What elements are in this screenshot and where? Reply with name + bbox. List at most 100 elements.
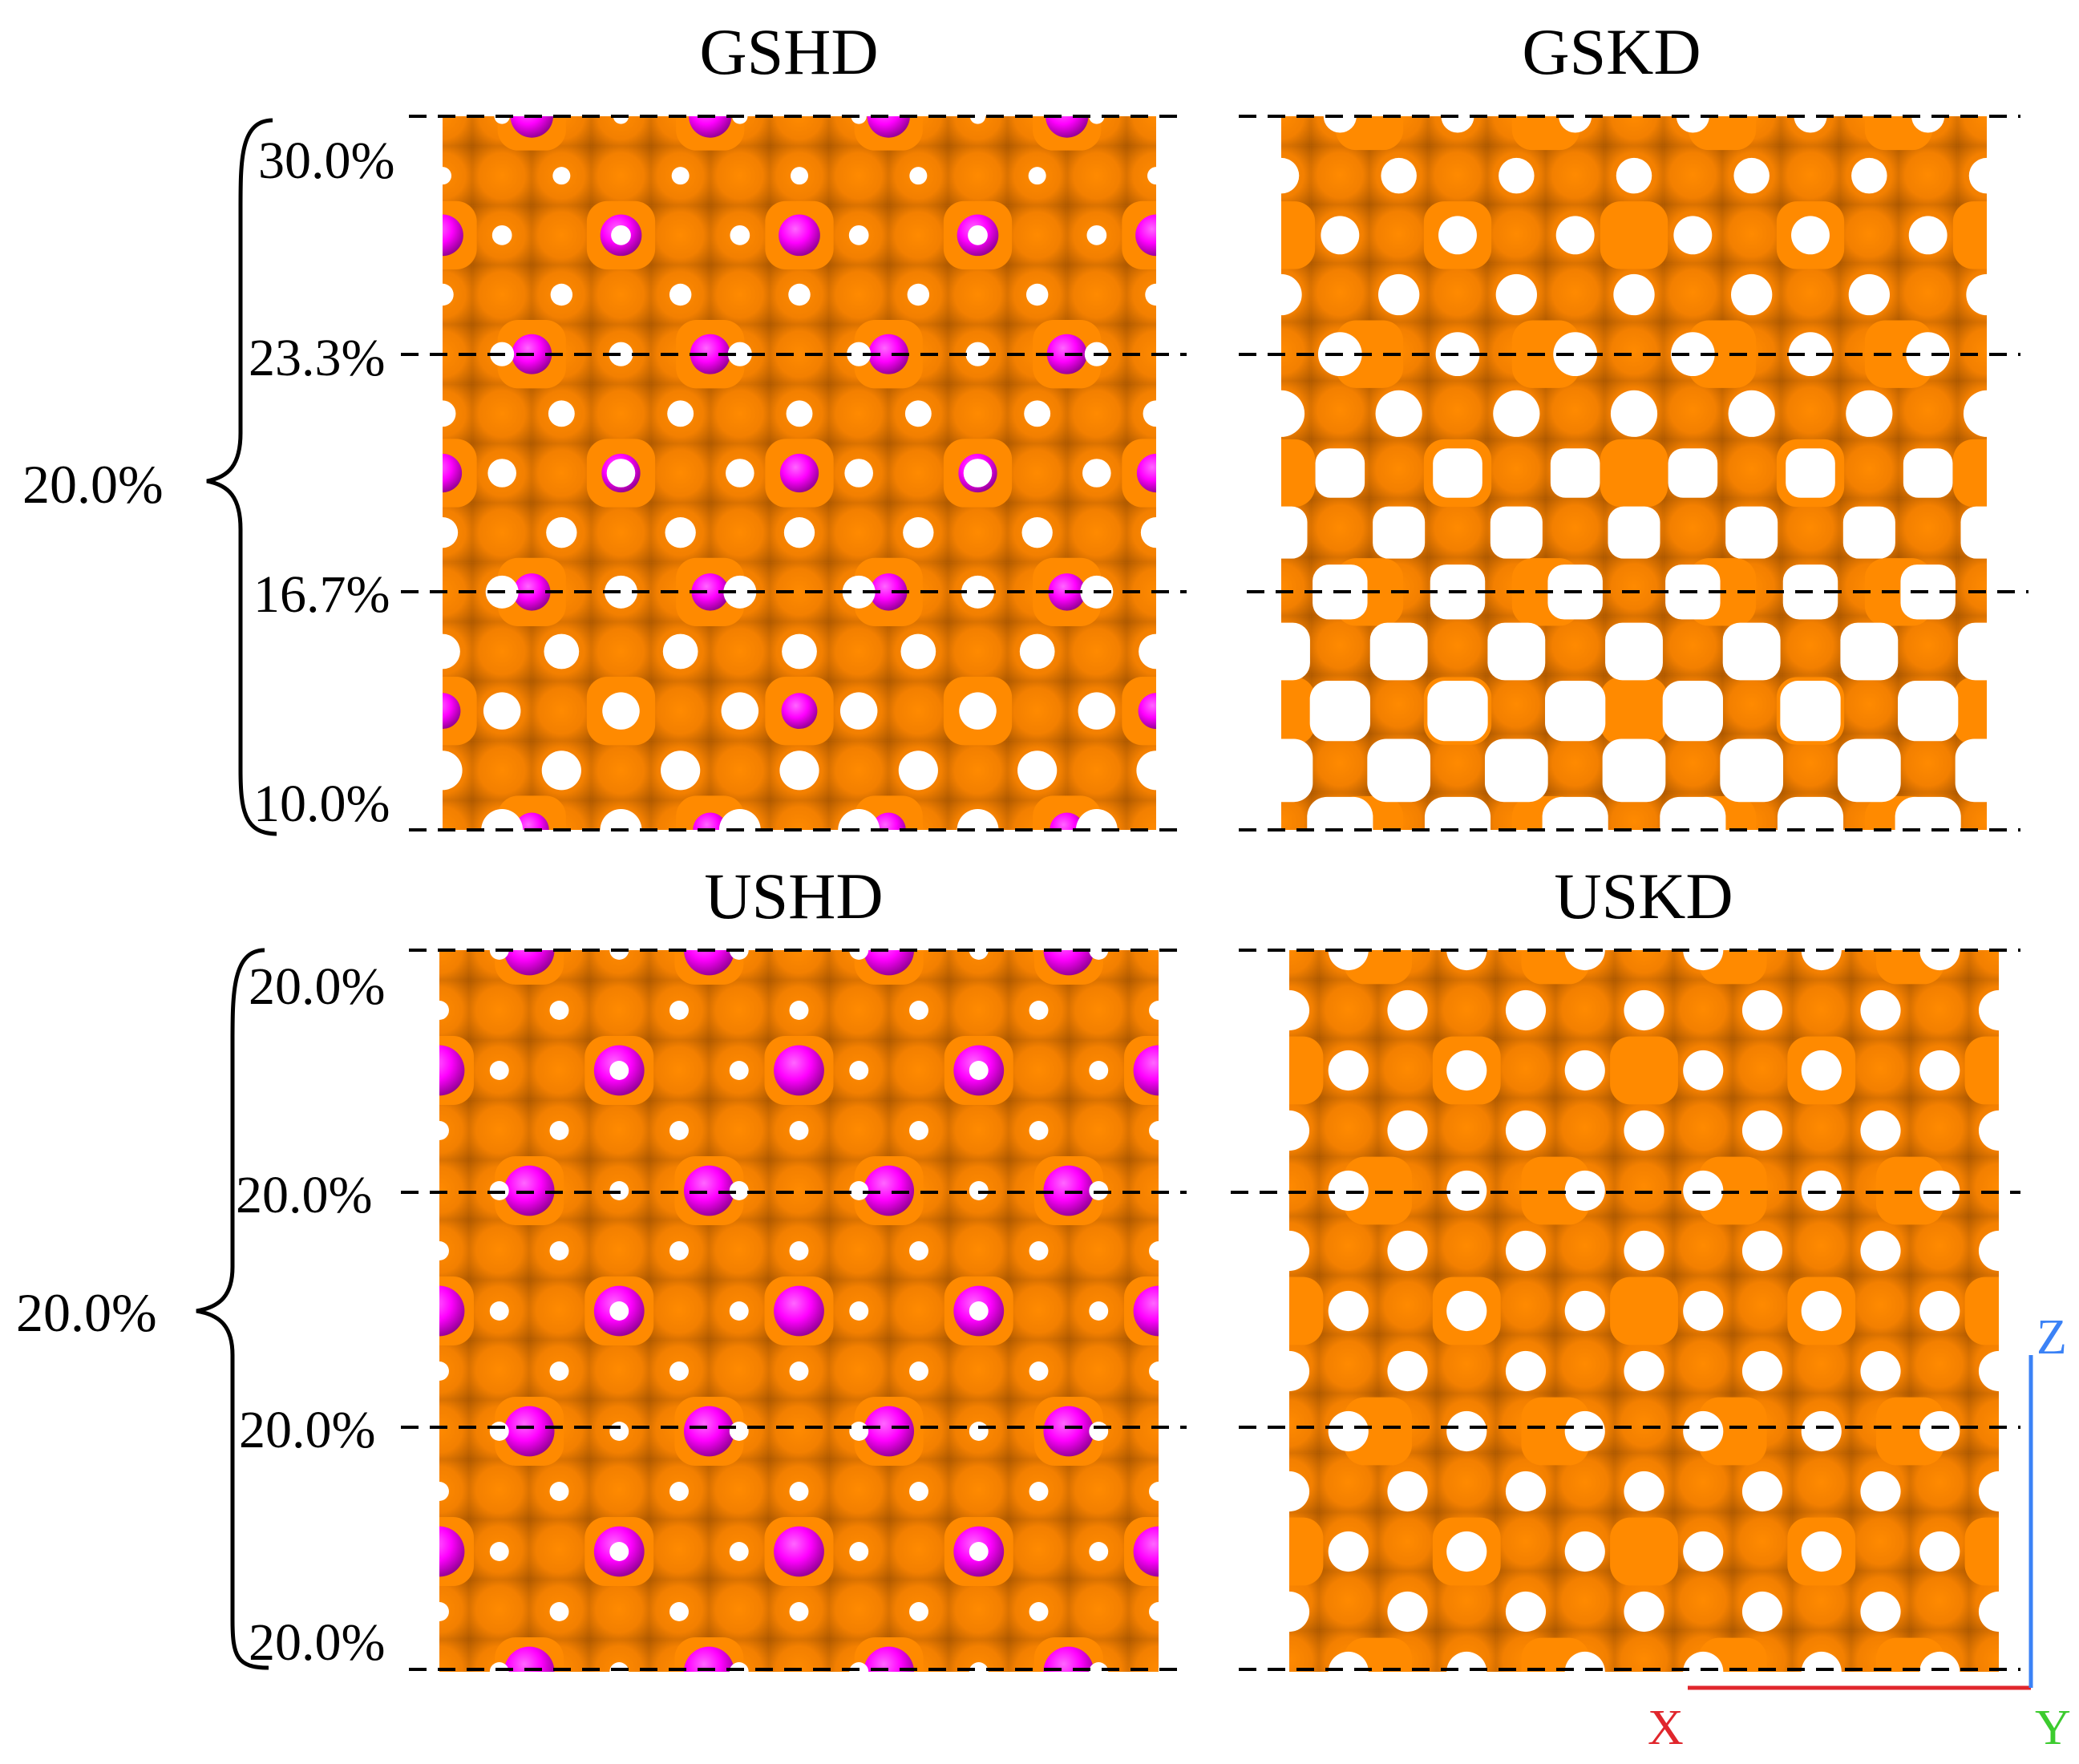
matrix-cell (532, 205, 592, 265)
inclusion (504, 950, 555, 976)
pore (1564, 1651, 1605, 1672)
matrix-cell (1781, 616, 1840, 675)
pore (1733, 157, 1770, 194)
inclusion (514, 812, 549, 830)
level-label: 20.0% (249, 957, 385, 1016)
matrix-cell (529, 1280, 589, 1340)
pore (1495, 273, 1538, 316)
pore (481, 809, 524, 830)
pore (1086, 225, 1107, 245)
pore (546, 517, 577, 548)
pore (1505, 1471, 1547, 1512)
pore (1794, 116, 1827, 133)
pore (1149, 1121, 1159, 1140)
matrix-cell (948, 621, 1008, 682)
matrix-cell (1066, 740, 1126, 800)
matrix-cell (888, 1040, 949, 1100)
pore (1089, 1662, 1109, 1672)
pore (1860, 1471, 1901, 1512)
pore (1387, 989, 1428, 1031)
pore (969, 1542, 989, 1561)
lattice-node (1289, 1517, 1324, 1586)
level-label: 23.3% (249, 329, 385, 387)
matrix-cell (1377, 1275, 1438, 1335)
pore (609, 342, 633, 366)
pore (669, 1482, 689, 1501)
pore (727, 342, 752, 366)
pore (1446, 1050, 1487, 1091)
pore (1309, 681, 1370, 742)
matrix-cell (1663, 734, 1722, 793)
pore (1801, 1290, 1842, 1332)
pore (1424, 796, 1491, 830)
pore (1848, 273, 1890, 316)
matrix-cell (1066, 265, 1126, 325)
pore (1741, 989, 1783, 1031)
matrix-cell (769, 799, 830, 830)
panel-title: USKD (1554, 860, 1733, 933)
matrix-cell (1910, 1098, 1970, 1158)
matrix-cell (1437, 1098, 1497, 1158)
matrix-cell (650, 681, 710, 741)
pore (848, 225, 869, 245)
pore (1668, 448, 1718, 498)
pore (544, 633, 580, 670)
pore (443, 283, 454, 306)
matrix-cell (709, 1339, 770, 1400)
pore (898, 751, 938, 791)
pore (1741, 1471, 1783, 1512)
lattice-node (1610, 1517, 1678, 1586)
matrix-cell (1281, 322, 1311, 381)
matrix-cell (1318, 1216, 1378, 1276)
lattice-node (1600, 439, 1668, 508)
matrix-cell (828, 1579, 889, 1640)
matrix-cell (469, 1220, 530, 1281)
matrix-cell (649, 1280, 710, 1340)
pore (909, 1482, 928, 1501)
matrix-cell (1546, 616, 1605, 675)
inclusion (1133, 1285, 1159, 1337)
pore (1381, 157, 1417, 194)
pore (900, 633, 936, 670)
matrix-cell (1369, 674, 1429, 734)
matrix-cell (1126, 116, 1156, 147)
matrix-cell (1850, 1038, 1911, 1098)
lattice-node (1875, 1397, 1944, 1466)
matrix-cell (710, 146, 770, 206)
pore (1564, 1531, 1605, 1572)
x-axis-label: X (1648, 1701, 1684, 1755)
matrix-cell (1899, 381, 1958, 440)
matrix-cell (1781, 145, 1840, 204)
pore (1089, 1061, 1109, 1080)
pore (604, 575, 638, 609)
z-axis-label: Z (2037, 1310, 2067, 1365)
inclusion (779, 214, 820, 257)
matrix-cell (828, 1339, 889, 1400)
matrix-cell (1839, 204, 1899, 264)
matrix-cell (948, 980, 1009, 1041)
pore (1328, 1410, 1369, 1452)
pore (609, 950, 629, 960)
pore (669, 1602, 689, 1621)
matrix-cell (1009, 1040, 1069, 1100)
level-lines-top (401, 115, 2028, 831)
pore (1029, 1602, 1049, 1621)
matrix-cell (948, 1579, 1009, 1640)
pore (609, 1542, 629, 1561)
lattice-node (1214, 1397, 1283, 1466)
pore (779, 751, 819, 791)
inclusion (1224, 1647, 1274, 1697)
inclusion (870, 573, 908, 611)
inclusion (439, 1045, 465, 1096)
brace-bottom (196, 948, 269, 1670)
matrix-cell (1007, 205, 1067, 265)
pore (1441, 116, 1474, 133)
inclusion (1133, 1526, 1159, 1577)
matrix-cell (1614, 950, 1674, 980)
matrix-cell (439, 1399, 470, 1460)
matrix-cell (1555, 1571, 1615, 1631)
matrix-cell (1318, 1571, 1378, 1631)
pore (439, 1361, 449, 1381)
matrix-cell (769, 1399, 829, 1460)
pore (669, 1001, 689, 1020)
